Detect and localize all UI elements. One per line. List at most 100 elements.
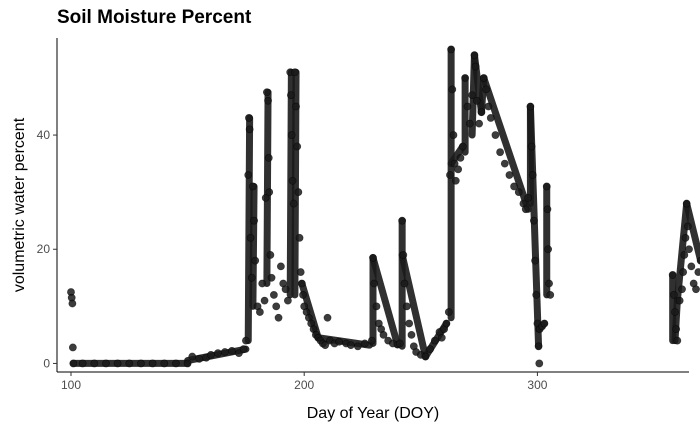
- data-point: [270, 291, 277, 298]
- data-point: [264, 97, 271, 104]
- axes: 100 200 300 0 20 40: [37, 38, 689, 392]
- data-point: [543, 183, 550, 190]
- data-point: [245, 114, 252, 121]
- data-point: [524, 194, 531, 201]
- data-point: [242, 337, 249, 344]
- data-point: [501, 160, 508, 167]
- data-marks: [67, 46, 700, 367]
- data-point: [476, 120, 483, 127]
- data-point: [69, 300, 76, 307]
- data-point: [282, 286, 289, 293]
- data-point: [161, 360, 168, 367]
- data-point: [284, 297, 291, 304]
- data-point: [298, 280, 305, 287]
- data-point: [485, 103, 492, 110]
- data-point: [268, 274, 275, 281]
- data-point: [369, 254, 376, 261]
- data-point: [682, 234, 689, 241]
- data-point: [91, 360, 98, 367]
- data-point: [245, 171, 252, 178]
- data-point: [530, 217, 537, 224]
- data-band: [675, 301, 677, 341]
- data-point: [287, 91, 294, 98]
- data-point: [506, 171, 513, 178]
- data-point: [137, 360, 144, 367]
- data-point: [336, 338, 343, 345]
- data-point: [528, 143, 535, 150]
- data-point: [295, 189, 302, 196]
- data-point: [478, 109, 485, 116]
- data-point: [671, 308, 678, 315]
- data-point: [228, 347, 235, 354]
- data-point: [289, 177, 296, 184]
- data-point: [455, 166, 462, 173]
- data-point: [277, 263, 284, 270]
- data-point: [545, 280, 552, 287]
- data-point: [487, 114, 494, 121]
- data-point: [261, 297, 268, 304]
- data-point: [446, 171, 453, 178]
- data-point: [676, 297, 683, 304]
- data-point: [250, 217, 257, 224]
- data-point: [102, 360, 109, 367]
- data-point: [669, 271, 676, 278]
- data-point: [449, 86, 456, 93]
- y-tick-label: 0: [43, 356, 50, 370]
- data-point: [670, 291, 677, 298]
- data-point: [368, 337, 375, 344]
- data-band: [248, 118, 249, 341]
- data-point: [529, 171, 536, 178]
- data-point: [373, 303, 380, 310]
- data-point: [422, 353, 429, 360]
- y-axis-title: volumetric water percent: [11, 117, 28, 292]
- data-point: [292, 103, 299, 110]
- data-point: [462, 74, 469, 81]
- data-point: [296, 234, 303, 241]
- data-point: [492, 131, 499, 138]
- data-point: [247, 234, 254, 241]
- data-point: [483, 86, 490, 93]
- data-point: [674, 337, 681, 344]
- data-point: [79, 360, 86, 367]
- data-point: [149, 360, 156, 367]
- data-point: [114, 360, 121, 367]
- data-band: [253, 186, 254, 306]
- data-point: [692, 286, 699, 293]
- data-point: [371, 280, 378, 287]
- data-point: [536, 360, 543, 367]
- data-point: [401, 280, 408, 287]
- data-point: [400, 251, 407, 258]
- data-point: [248, 274, 255, 281]
- data-point: [252, 257, 259, 264]
- data-point: [396, 340, 403, 347]
- data-point: [273, 303, 280, 310]
- x-tick-label: 100: [61, 378, 81, 392]
- data-point: [172, 360, 179, 367]
- data-point: [673, 326, 680, 333]
- data-point: [545, 246, 552, 253]
- data-point: [522, 206, 529, 213]
- data-point: [547, 291, 554, 298]
- data-point: [207, 351, 214, 358]
- data-point: [69, 344, 76, 351]
- data-point: [496, 149, 503, 156]
- data-point: [408, 331, 415, 338]
- data-point: [480, 74, 487, 81]
- data-point: [324, 314, 331, 321]
- data-point: [299, 291, 306, 298]
- data-point: [406, 320, 413, 327]
- data-point: [431, 337, 438, 344]
- data-point: [403, 303, 410, 310]
- data-point: [535, 343, 542, 350]
- data-point: [678, 286, 685, 293]
- data-point: [214, 350, 221, 357]
- data-point: [685, 246, 692, 253]
- data-point: [259, 280, 266, 287]
- data-point: [472, 63, 479, 70]
- data-point: [189, 353, 196, 360]
- data-point: [688, 263, 695, 270]
- data-point: [473, 97, 480, 104]
- data-point: [471, 52, 478, 59]
- data-point: [275, 314, 282, 321]
